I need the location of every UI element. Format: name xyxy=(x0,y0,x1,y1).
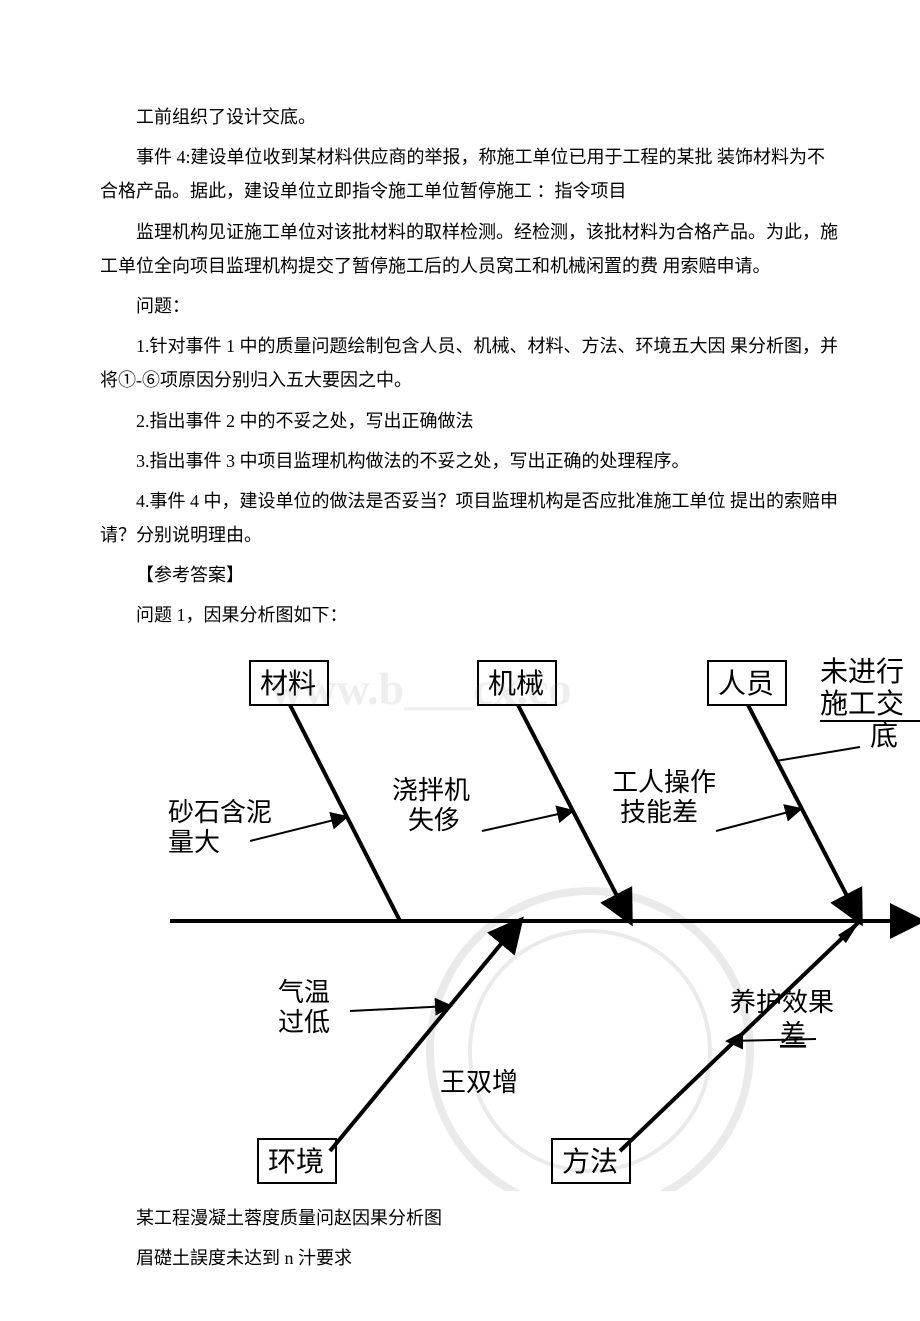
document-page: 工前组织了设计交底。 事件 4:建设单位收到某材料供应商的举报，称施工单位已用于… xyxy=(0,0,920,1321)
cause-mixer-1: 浇拌机 xyxy=(392,776,470,805)
cause-sand-1: 砂石含泥 xyxy=(168,798,272,827)
cause-temp-2: 过低 xyxy=(278,1008,330,1037)
side-label-2: 施工交 xyxy=(820,688,904,720)
paragraph: 眉礎土誤度未达到 n 汁要求 xyxy=(100,1241,840,1275)
seal-watermark xyxy=(430,891,750,1191)
paragraph: 3.指出事件 3 中项目监理机构做法的不妥之处，写出正确的处理程序。 xyxy=(100,444,840,478)
label-material: 材料 xyxy=(260,668,316,700)
paragraph: 4.事件 4 中，建设单位的做法是否妥当？项目监理机构是否应批准施工单位 提出的… xyxy=(100,484,840,552)
rib-material xyxy=(290,705,400,921)
arrow-env xyxy=(498,921,520,943)
cause-temp-1: 气温 xyxy=(278,978,330,1007)
branch-mixer xyxy=(482,811,572,831)
branch-side xyxy=(776,747,860,761)
fishbone-svg: 材料 机械 人员 未进行 施工交 底 砂石含泥 量大 浇拌机 失侈 工 xyxy=(160,651,920,1191)
fishbone-diagram: www.b___cx.co 材料 机械 人员 未进行 施工交 底 xyxy=(160,651,840,1191)
paragraph: 1.针对事件 1 中的质量问题绘制包含人员、机械、材料、方法、环境五大因 果分析… xyxy=(100,329,840,397)
cause-skill-1: 工人操作 xyxy=(612,768,716,797)
paragraph: 监理机构见证施工单位对该批材料的取样检测。经检测，该批材料为合格产品。为此，施工… xyxy=(100,215,840,283)
cause-skill-2: 技能差 xyxy=(620,798,698,827)
cause-sand-2: 量大 xyxy=(168,828,220,857)
label-machine: 机械 xyxy=(488,668,544,700)
paragraph: 工前组织了设计交底。 xyxy=(100,100,840,134)
label-method: 方法 xyxy=(562,1146,618,1178)
cause-cure-2: 差 xyxy=(780,1020,806,1049)
rib-person xyxy=(748,705,860,921)
label-environment: 环境 xyxy=(268,1146,324,1178)
side-label-3: 底 xyxy=(870,720,898,752)
paragraph: 某工程漫凝土蓉度质量问赵因果分析图 xyxy=(100,1201,840,1235)
label-person: 人员 xyxy=(718,669,774,700)
paragraph: 问题： xyxy=(100,289,840,323)
paragraph: 事件 4:建设单位收到某材料供应商的举报，称施工单位已用于工程的某批 装饰材料为… xyxy=(100,140,840,208)
paragraph: 【参考答案】 xyxy=(100,558,840,592)
cause-mixer-2: 失侈 xyxy=(408,806,460,835)
branch-skill xyxy=(716,809,800,831)
paragraph: 问题 1，因果分析图如下： xyxy=(100,598,840,632)
side-label-1: 未进行 xyxy=(820,656,904,688)
paragraph: 2.指出事件 2 中的不妥之处，写出正确做法 xyxy=(100,404,840,438)
